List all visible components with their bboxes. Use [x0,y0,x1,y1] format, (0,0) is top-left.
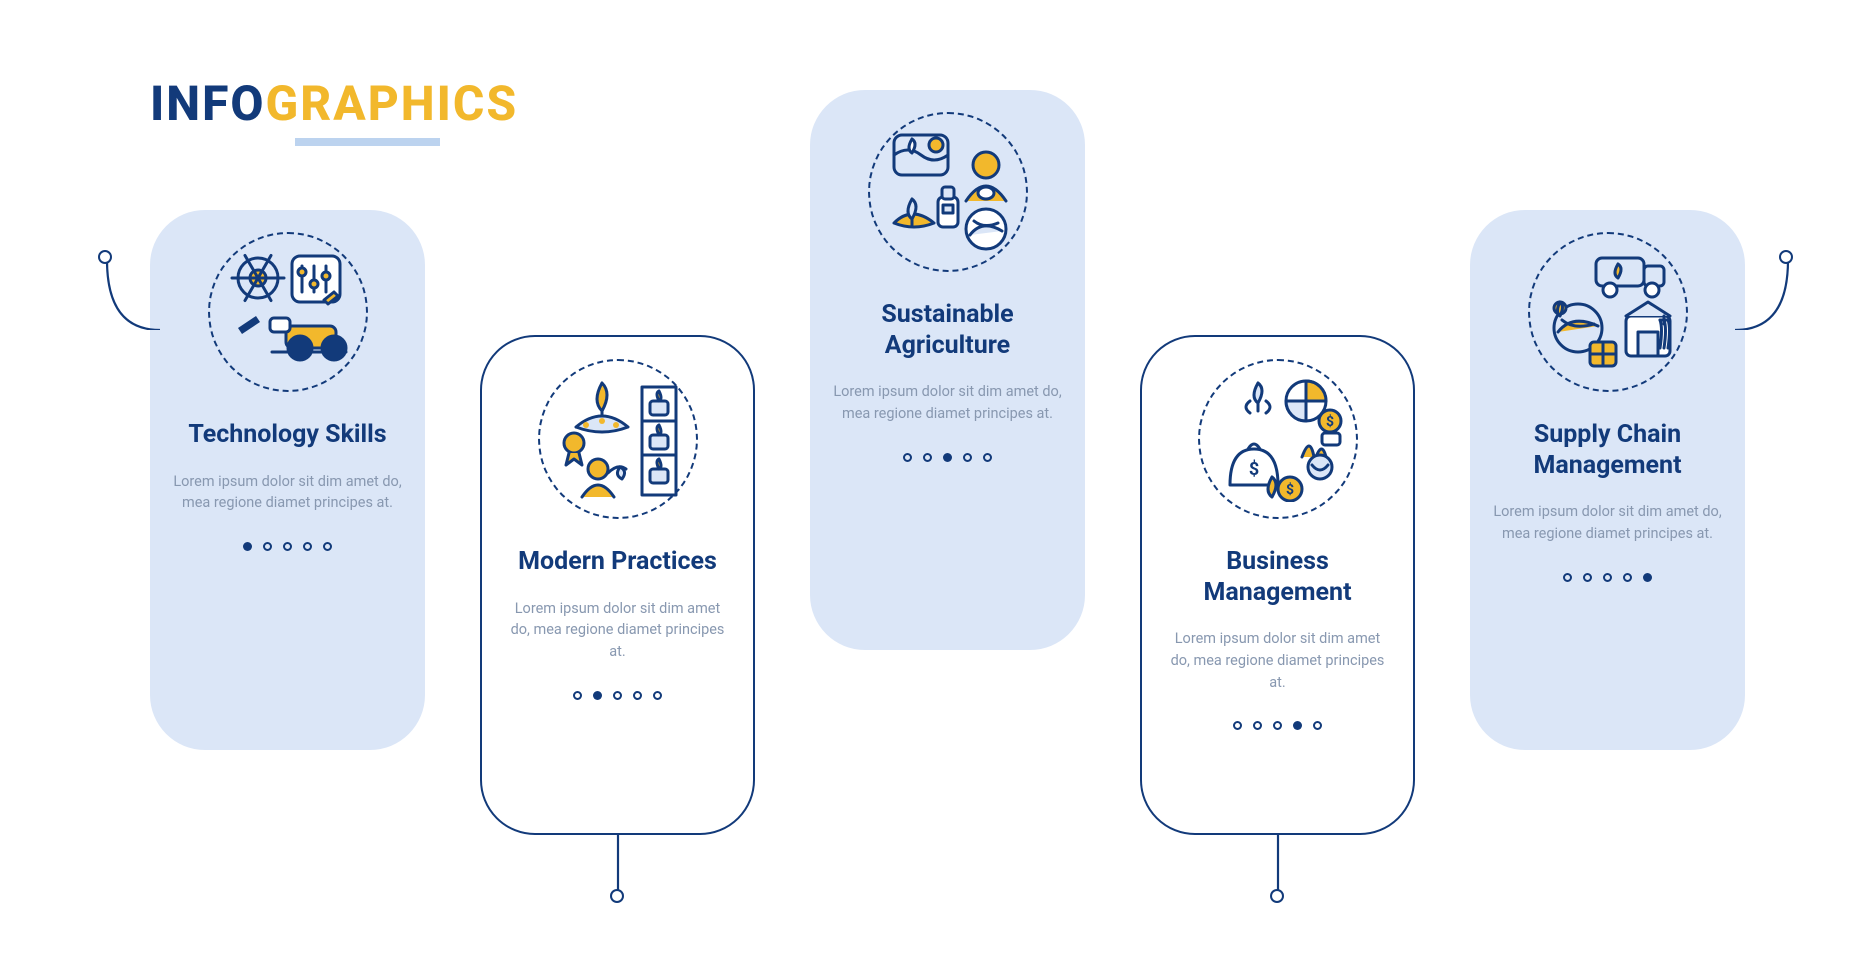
card-tail-terminal [610,889,624,903]
pagination-dot [1643,573,1652,582]
infographic-card: Technology Skills Lorem ipsum dolor sit … [150,210,425,750]
sustain-icon [883,125,1013,259]
card-title: Modern Practices [518,547,717,578]
pagination-dot [1623,573,1632,582]
pagination-dot [593,691,602,700]
card-tail-terminal [98,250,112,264]
pagination-dot [1253,721,1262,730]
card-body: Lorem ipsum dolor sit dim amet do, mea r… [832,381,1063,425]
business-icon: $ $ $ [1213,372,1343,506]
infographic-card: Sustainable Agriculture Lorem ipsum dolo… [810,90,1085,650]
pagination-dot [1603,573,1612,582]
pagination-dot [1293,721,1302,730]
card-inner: Modern Practices Lorem ipsum dolor sit d… [482,359,753,700]
pagination-dots [1563,573,1652,582]
pagination-dots [1233,721,1322,730]
pagination-dot [633,691,642,700]
pagination-dot [243,542,252,551]
pagination-dot [1313,721,1322,730]
supply-icon [1543,245,1673,379]
pagination-dot [323,542,332,551]
infographic-card: $ $ $ Business Management Lorem ipsum do… [1140,335,1415,835]
card-inner: Technology Skills Lorem ipsum dolor sit … [150,232,425,551]
card-tail [1276,833,1280,893]
card-body: Lorem ipsum dolor sit dim amet do, mea r… [504,598,731,663]
card-tail-terminal [1270,889,1284,903]
card-body: Lorem ipsum dolor sit dim amet do, mea r… [172,471,403,515]
card-icon-circle [1528,232,1688,392]
card-icon-circle: $ $ $ [1198,359,1358,519]
pagination-dots [573,691,662,700]
card-title: Business Management [1164,547,1391,608]
tech-icon [223,245,353,379]
pagination-dot [653,691,662,700]
svg-text:$: $ [1248,459,1258,480]
card-inner: $ $ $ Business Management Lorem ipsum do… [1142,359,1413,730]
pagination-dot [903,453,912,462]
pagination-dot [963,453,972,462]
card-title: Sustainable Agriculture [832,300,1063,361]
practice-icon [553,372,683,506]
card-inner: Sustainable Agriculture Lorem ipsum dolo… [810,112,1085,462]
card-icon-circle [208,232,368,392]
cards-row: Technology Skills Lorem ipsum dolor sit … [150,70,1750,930]
infographic-card: Supply Chain Management Lorem ipsum dolo… [1470,210,1745,750]
pagination-dots [243,542,332,551]
pagination-dot [983,453,992,462]
pagination-dot [263,542,272,551]
pagination-dot [573,691,582,700]
pagination-dot [943,453,952,462]
infographic-card: Modern Practices Lorem ipsum dolor sit d… [480,335,755,835]
card-title: Technology Skills [188,420,386,451]
card-tail [105,190,175,330]
pagination-dot [303,542,312,551]
pagination-dot [283,542,292,551]
svg-text:$: $ [1285,481,1293,498]
svg-text:$: $ [1325,413,1333,430]
card-inner: Supply Chain Management Lorem ipsum dolo… [1470,232,1745,582]
pagination-dot [613,691,622,700]
card-icon-circle [538,359,698,519]
card-icon-circle [868,112,1028,272]
pagination-dot [1273,721,1282,730]
card-title: Supply Chain Management [1492,420,1723,481]
card-tail [616,833,620,893]
card-body: Lorem ipsum dolor sit dim amet do, mea r… [1492,501,1723,545]
pagination-dot [1233,721,1242,730]
card-body: Lorem ipsum dolor sit dim amet do, mea r… [1164,628,1391,693]
pagination-dot [1563,573,1572,582]
pagination-dot [923,453,932,462]
pagination-dots [903,453,992,462]
card-tail-terminal [1779,250,1793,264]
pagination-dot [1583,573,1592,582]
